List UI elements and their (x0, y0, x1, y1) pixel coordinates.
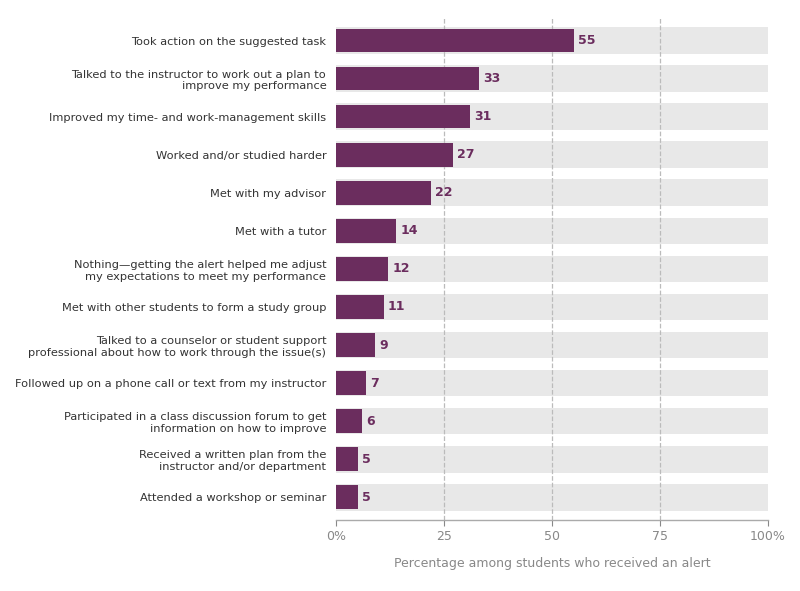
Bar (336, 408, 768, 434)
Text: 12: 12 (392, 262, 410, 275)
Bar (336, 332, 768, 358)
Text: 31: 31 (474, 110, 492, 123)
Bar (336, 180, 768, 206)
Bar (336, 447, 358, 471)
Bar (336, 143, 453, 167)
Bar (336, 333, 375, 357)
X-axis label: Percentage among students who received an alert: Percentage among students who received a… (394, 557, 710, 570)
Text: 27: 27 (457, 148, 474, 161)
Bar (336, 67, 478, 90)
Text: 14: 14 (401, 225, 418, 238)
Text: 22: 22 (435, 186, 453, 199)
Bar (336, 27, 768, 54)
Bar (336, 103, 768, 130)
Bar (336, 257, 388, 281)
Text: 11: 11 (388, 300, 406, 313)
Bar (336, 255, 768, 282)
Bar (336, 219, 397, 243)
Bar (336, 65, 768, 92)
Text: 5: 5 (362, 453, 370, 466)
Bar (336, 295, 383, 319)
Bar (336, 141, 768, 168)
Bar (336, 105, 470, 128)
Bar (336, 485, 358, 509)
Text: 6: 6 (366, 415, 375, 428)
Text: 55: 55 (578, 34, 595, 47)
Text: 9: 9 (379, 339, 388, 352)
Bar (336, 446, 768, 473)
Text: 33: 33 (483, 72, 500, 85)
Bar (336, 29, 574, 53)
Bar (336, 410, 362, 433)
Bar (336, 371, 366, 395)
Bar (336, 217, 768, 244)
Text: 7: 7 (370, 376, 379, 389)
Text: 5: 5 (362, 491, 370, 504)
Bar (336, 181, 431, 204)
Bar (336, 294, 768, 320)
Bar (336, 484, 768, 511)
Bar (336, 370, 768, 397)
